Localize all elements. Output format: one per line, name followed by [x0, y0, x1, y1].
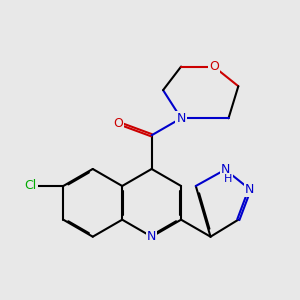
Text: N: N — [220, 163, 230, 176]
Text: Cl: Cl — [25, 179, 37, 193]
Text: O: O — [113, 117, 123, 130]
Text: N: N — [176, 112, 186, 125]
Text: N: N — [245, 183, 254, 196]
Text: N: N — [147, 230, 156, 243]
Text: H: H — [224, 174, 233, 184]
Text: O: O — [209, 60, 219, 73]
